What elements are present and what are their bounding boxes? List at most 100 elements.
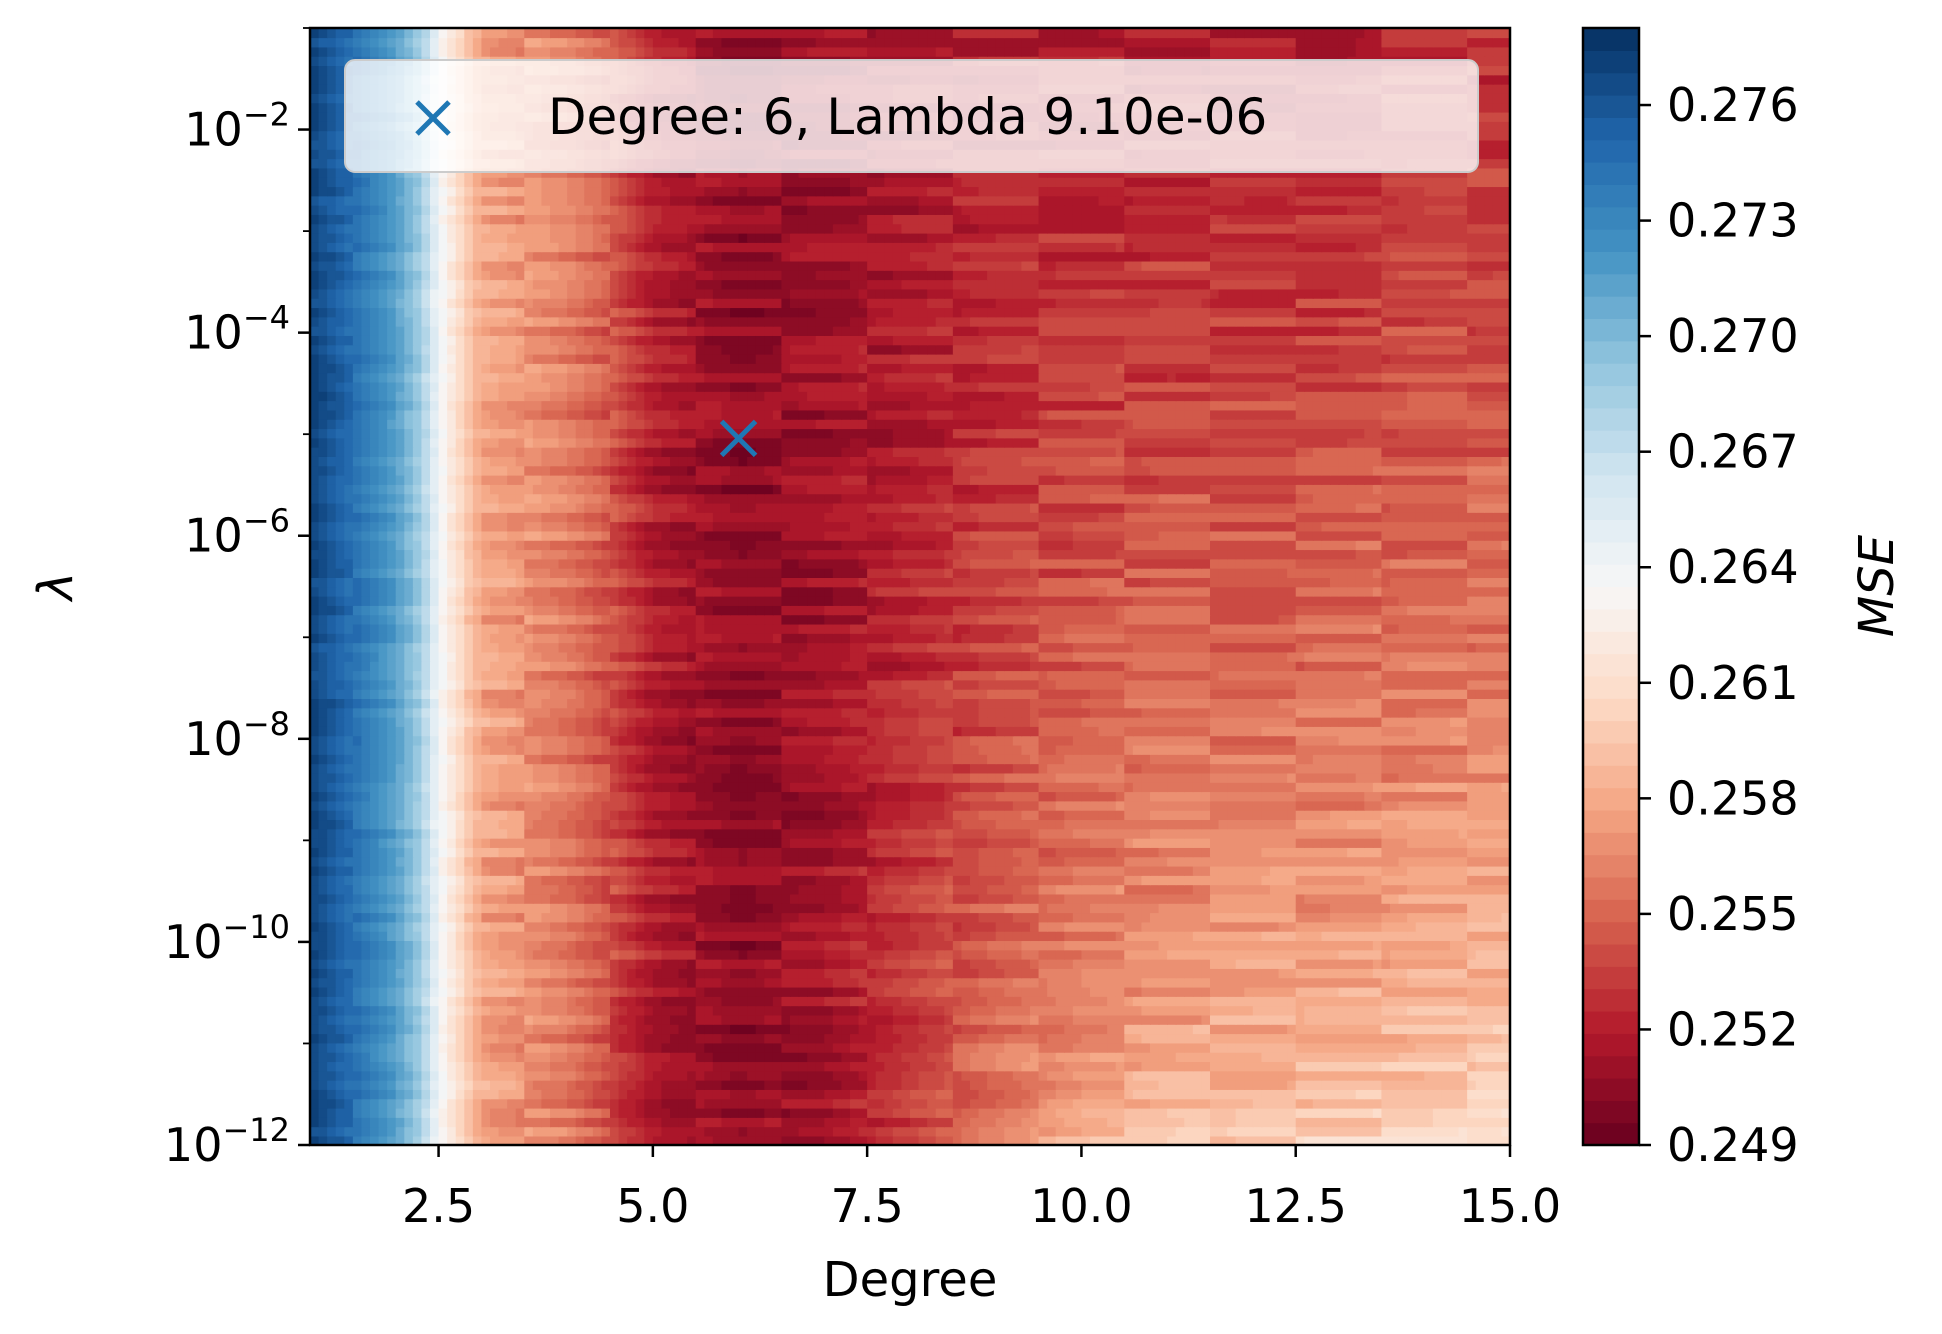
contour-cell [764,1089,774,1100]
contour-cell [738,1107,748,1118]
contour-cell [601,1107,611,1118]
contour-cell [1107,986,1117,997]
contour-cell [1184,893,1194,904]
contour-cell [507,1042,517,1053]
contour-cell [755,977,766,988]
contour-cell [541,856,551,867]
contour-cell [1252,875,1263,886]
contour-cell [387,958,397,969]
contour-cell [1501,884,1510,895]
contour-cell [1381,958,1391,969]
contour-cell [370,1135,380,1145]
contour-cell [472,996,483,1007]
contour-cell [1338,1023,1348,1035]
contour-cell [1244,875,1254,886]
contour-cell [635,1089,646,1100]
contour-cell [550,1117,560,1128]
contour-cell [687,819,697,830]
contour-cell [1372,875,1383,886]
contour-cell [892,856,903,867]
contour-cell [558,828,568,839]
contour-cell [807,809,817,821]
contour-cell [832,893,843,904]
contour-cell [1398,968,1408,979]
contour-cell [378,1098,388,1109]
contour-cell [798,1117,808,1128]
contour-cell [1270,1014,1280,1025]
contour-cell [1407,1033,1417,1044]
contour-cell [1227,856,1237,867]
contour-cell [447,847,457,858]
contour-cell [824,902,834,914]
contour-cell [790,968,800,979]
contour-cell [1484,930,1494,942]
contour-cell [464,1126,474,1137]
contour-cell [1115,1126,1126,1137]
contour-cell [1252,1005,1263,1016]
contour-cell [1150,1089,1160,1100]
contour-cell [378,1033,388,1044]
contour-cell [1261,930,1271,942]
contour-cell [1210,847,1220,858]
contour-cell [1072,875,1083,886]
contour-cell [1107,1042,1117,1053]
contour-cell [1098,893,1108,904]
contour-cell [618,856,628,867]
contour-cell [1432,856,1443,867]
contour-cell [344,921,354,932]
contour-cell [1450,1135,1460,1145]
contour-cell [1072,893,1083,904]
contour-cell [1055,968,1066,979]
contour-cell [618,847,628,858]
contour-cell [1081,884,1091,895]
contour-cell [1175,828,1186,839]
contour-cell [1372,986,1383,997]
contour-cell [730,837,740,848]
contour-cell [1201,1126,1211,1137]
contour-cell [952,1135,963,1145]
contour-cell [412,1089,423,1100]
contour-cell [850,875,860,886]
contour-cell [704,847,714,858]
contour-cell [1330,847,1340,858]
contour-cell [455,1005,466,1016]
contour-cell [412,837,423,848]
contour-cell [1210,1005,1220,1016]
contour-cell [995,1005,1006,1016]
contour-cell [1012,912,1023,923]
contour-cell [1424,1061,1434,1072]
contour-cell [1330,1107,1340,1118]
contour-cell [610,1070,620,1081]
contour-cell [1055,809,1066,821]
contour-cell [738,996,748,1007]
contour-cell [678,1107,688,1118]
contour-cell [961,847,971,858]
contour-cell [327,847,337,858]
contour-cell [1338,856,1348,867]
contour-cell [712,819,723,830]
contour-cell [901,1070,911,1081]
contour-cell [944,930,954,942]
contour-cell [1347,1126,1357,1137]
contour-cell [1107,865,1117,876]
contour-cell [515,1033,526,1044]
contour-cell [1004,1023,1014,1035]
contour-cell [438,996,448,1007]
contour-cell [961,1033,971,1044]
contour-cell [1484,1135,1494,1145]
contour-cell [910,1023,920,1035]
contour-cell [1030,1051,1040,1063]
contour-cell [1372,819,1383,830]
contour-cell [1064,1042,1074,1053]
contour-cell [892,819,903,830]
contour-cell [798,949,808,960]
contour-cell [781,809,791,821]
contour-cell [1021,865,1031,876]
contour-cell [1090,1089,1100,1100]
contour-cell [447,958,457,969]
contour-cell [447,1107,457,1118]
contour-cell [1330,819,1340,830]
contour-cell [892,912,903,923]
contour-cell [790,1014,800,1025]
contour-cell [618,958,628,969]
